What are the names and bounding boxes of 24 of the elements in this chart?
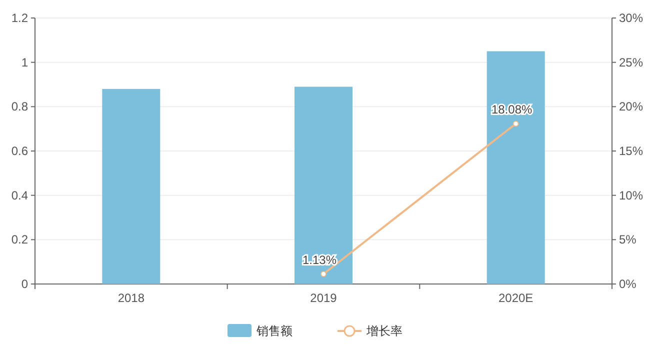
legend-label: 销售额 — [256, 324, 292, 338]
y2-tick-label: 20% — [619, 100, 644, 114]
y2-tick-label: 0% — [619, 277, 637, 291]
y-tick-label: 0.2 — [11, 232, 28, 247]
y2-tick-label: 25% — [619, 55, 644, 70]
bar — [294, 86, 352, 284]
x-tick-label: 2020E — [498, 291, 534, 305]
data-label: 1.13% — [302, 252, 337, 267]
y-tick-label: 1 — [21, 55, 28, 70]
data-label: 18.08% — [491, 102, 533, 117]
bar — [102, 88, 160, 284]
y-tick-label: 1.2 — [11, 11, 28, 25]
y-tick-label: 0.8 — [11, 100, 28, 114]
legend-label: 增长率 — [366, 324, 402, 338]
y2-tick-label: 30% — [619, 11, 644, 25]
y2-tick-label: 10% — [619, 188, 644, 202]
y-tick-label: 0.4 — [11, 188, 28, 202]
y2-tick-label: 5% — [619, 232, 637, 247]
bar — [486, 51, 545, 284]
x-tick-label: 2019 — [310, 291, 338, 305]
y-tick-label: 0 — [21, 277, 28, 291]
x-tick-label: 2018 — [118, 291, 145, 305]
y2-tick-label: 15% — [619, 144, 644, 158]
y-tick-label: 0.6 — [11, 144, 28, 158]
